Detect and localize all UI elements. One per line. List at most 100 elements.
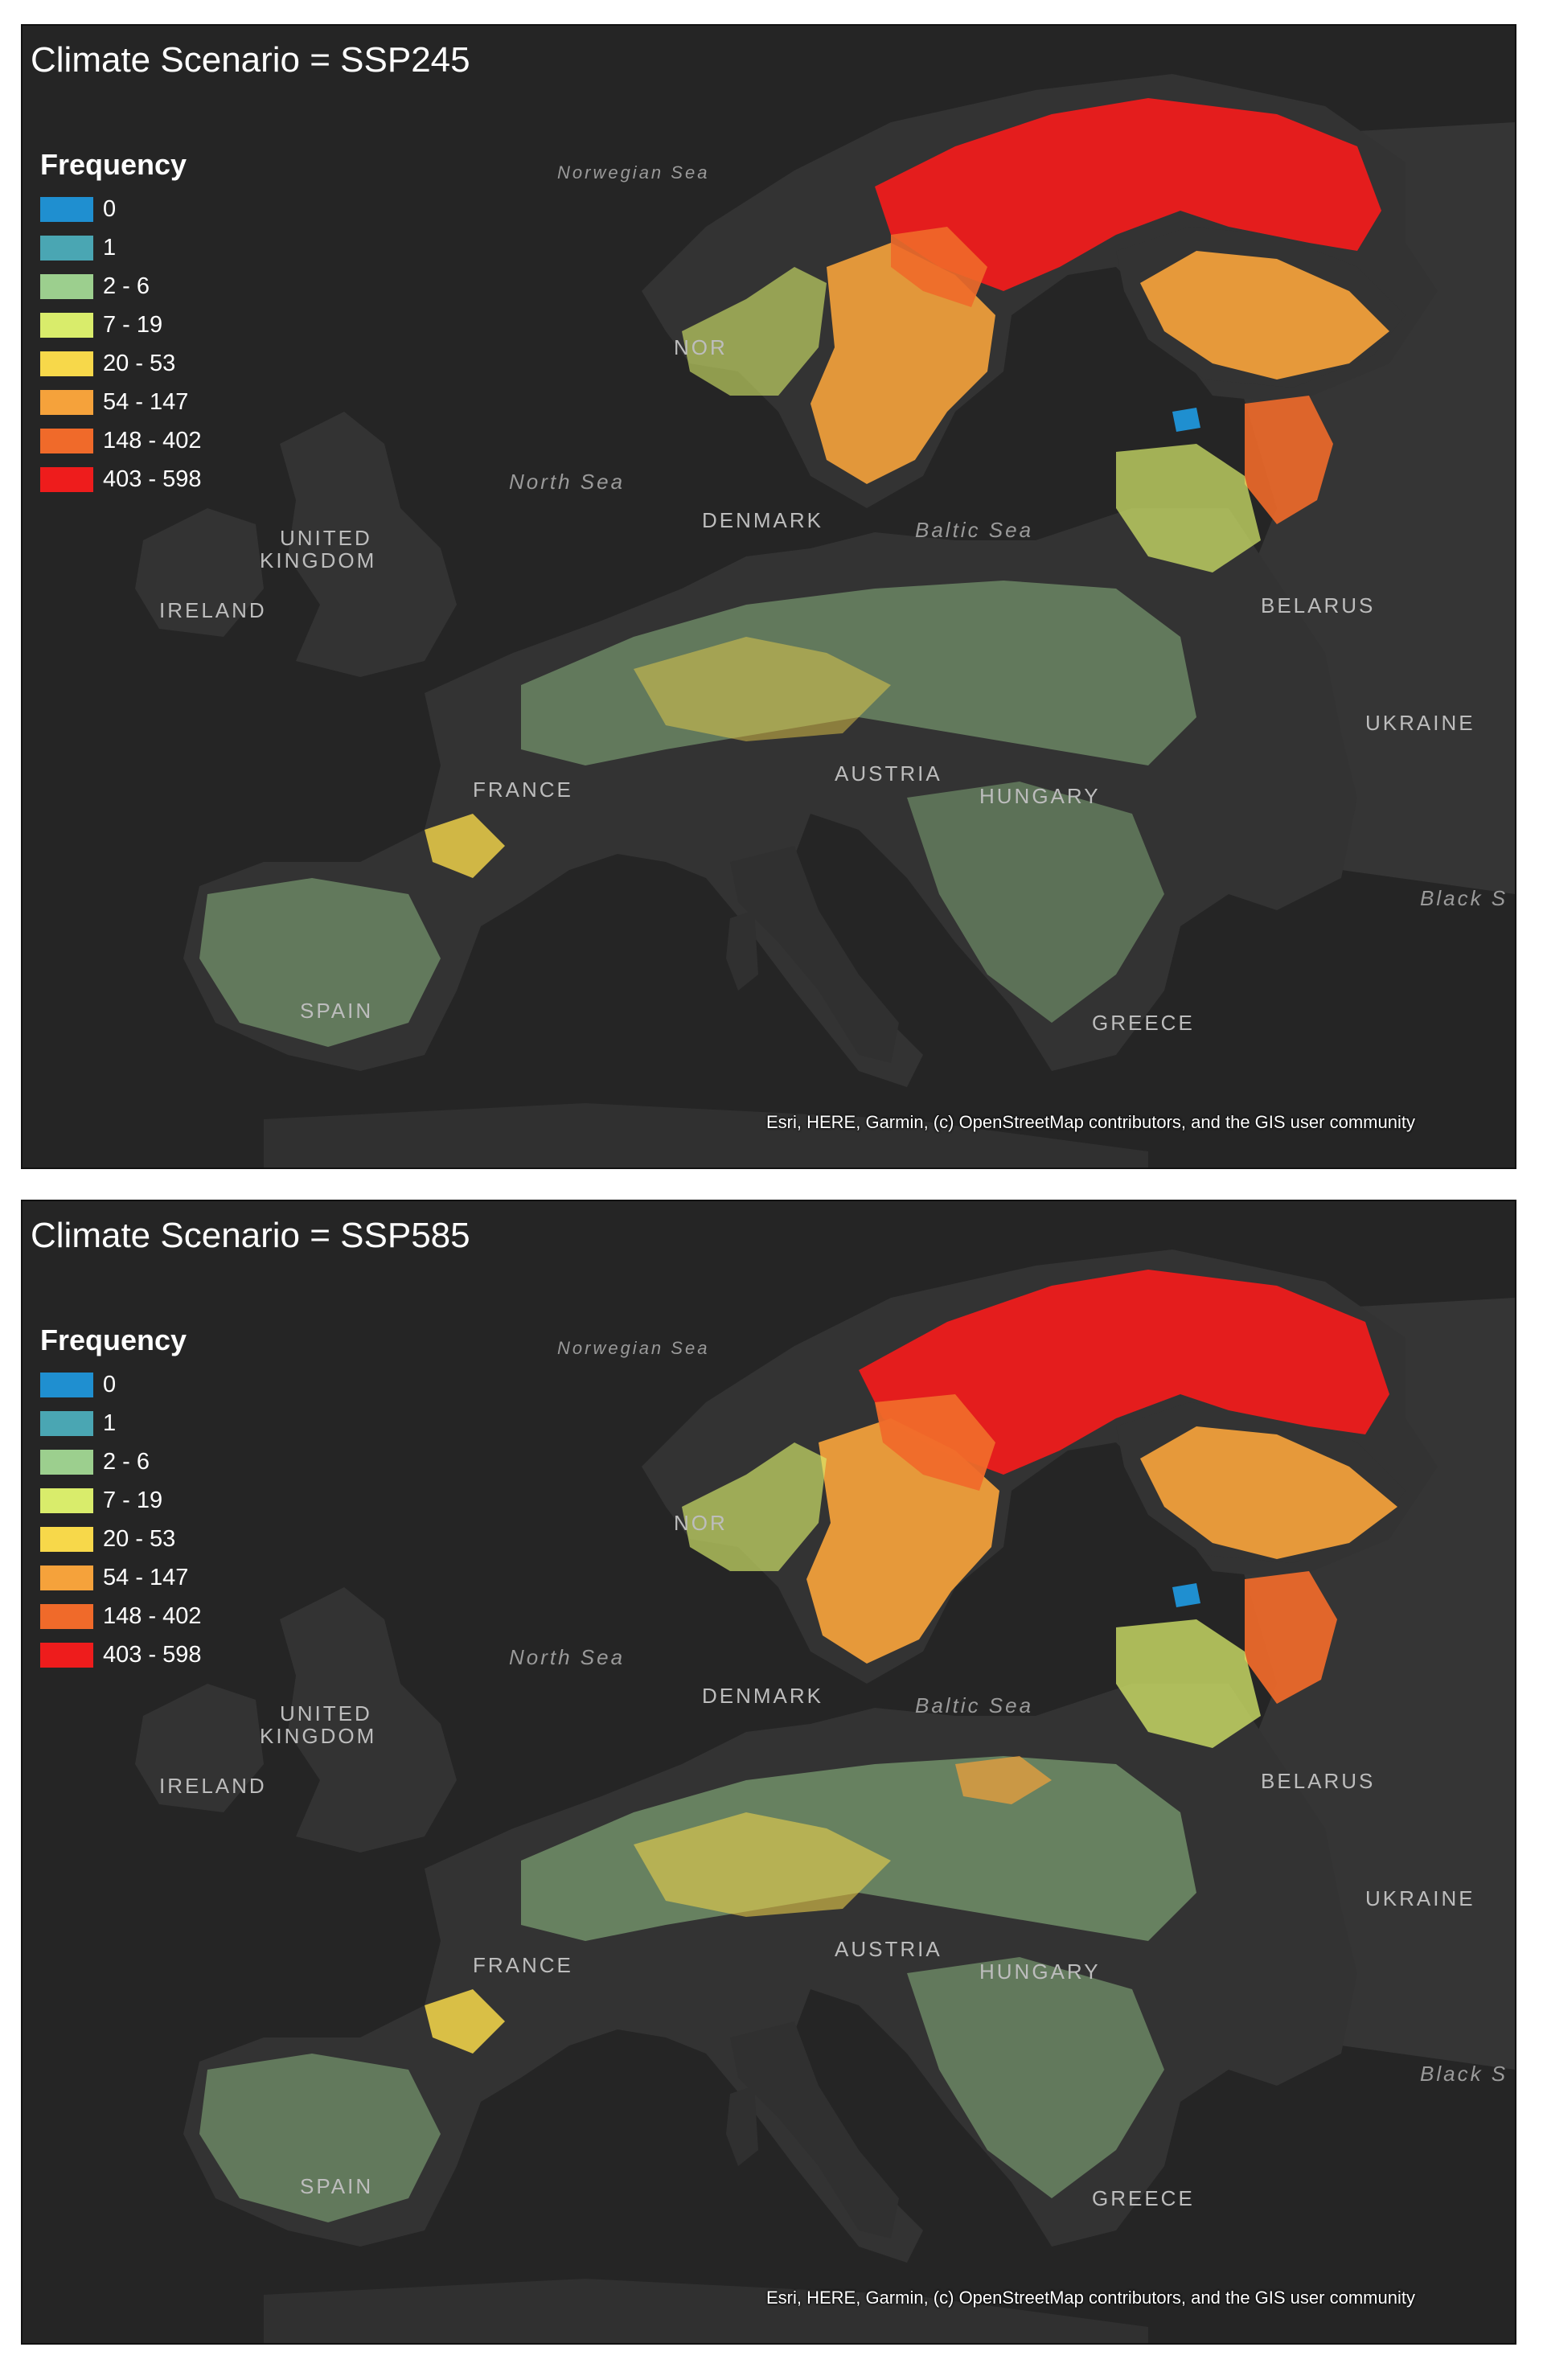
zone-balkans-mix <box>907 782 1164 1023</box>
zone-sweden-red <box>875 1394 995 1491</box>
zone-continent-mix <box>521 581 1196 765</box>
label-north-sea: North Sea <box>509 1645 626 1669</box>
land-britain <box>280 412 457 677</box>
zone-baltic-orange <box>1245 396 1333 524</box>
legend-item: 20 - 53 <box>40 1520 202 1558</box>
map-panel-ssp585: Climate Scenario = SSP585 Frequency 0 1 … <box>21 1200 1516 2345</box>
map-attribution: Esri, HERE, Garmin, (c) OpenStreetMap co… <box>766 2288 1415 2308</box>
label-hungary: HUNGARY <box>979 1959 1101 1984</box>
zone-iberia-mix <box>199 878 441 1047</box>
legend-swatch <box>40 389 93 415</box>
land-north-africa <box>264 2279 1148 2343</box>
legend-swatch <box>40 1526 93 1552</box>
legend-swatch <box>40 1449 93 1475</box>
map-panel-ssp245: Climate Scenario = SSP245 Frequency 0 1 … <box>21 24 1516 1169</box>
legend-item: 148 - 402 <box>40 1597 202 1635</box>
legend-label: 7 - 19 <box>103 311 163 338</box>
zone-germany-yellow <box>634 637 891 741</box>
zone-baltic-yellow <box>1116 444 1261 572</box>
map-title: Climate Scenario = SSP245 <box>31 40 470 80</box>
zone-finland-orange <box>1140 1426 1397 1559</box>
land-italy <box>730 2021 899 2238</box>
legend-item: 7 - 19 <box>40 306 202 344</box>
label-spain: SPAIN <box>300 2174 374 2198</box>
zone-sweden-orange <box>810 243 995 484</box>
legend-label: 20 - 53 <box>103 350 176 376</box>
label-united-kingdom-1: UNITED <box>280 526 372 550</box>
legend-title: Frequency <box>40 148 187 181</box>
legend-swatch <box>40 1565 93 1590</box>
label-greece: GREECE <box>1092 2186 1195 2210</box>
legend-label: 0 <box>103 195 117 222</box>
zone-iberia-mix <box>199 2054 441 2222</box>
zone-norway-yellow <box>682 1442 827 1571</box>
legend: Frequency 0 1 2 - 6 7 - 19 20 - 53 54 - … <box>40 148 202 499</box>
legend-swatch <box>40 428 93 453</box>
zone-france-yellow <box>425 814 505 878</box>
label-black-sea: Black S <box>1420 886 1508 910</box>
label-norwegian-sea: Norwegian Sea <box>557 1338 710 1358</box>
label-north-sea: North Sea <box>509 470 626 494</box>
europe-basemap <box>23 26 1515 1167</box>
label-norway: NOR <box>674 1511 728 1535</box>
legend-item: 403 - 598 <box>40 1635 202 1674</box>
legend-title: Frequency <box>40 1323 187 1356</box>
legend-label: 54 - 147 <box>103 388 189 415</box>
label-ukraine: UKRAINE <box>1365 711 1475 735</box>
legend-label: 1 <box>103 234 117 261</box>
label-baltic-sea: Baltic Sea <box>915 1693 1034 1717</box>
label-greece: GREECE <box>1092 1011 1195 1035</box>
legend-label: 1 <box>103 1410 117 1436</box>
zone-north-red <box>859 1270 1389 1475</box>
legend-label: 148 - 402 <box>103 1602 202 1629</box>
legend-label: 403 - 598 <box>103 1641 202 1668</box>
land-sardinia <box>726 2086 758 2166</box>
label-ukraine: UKRAINE <box>1365 1886 1475 1910</box>
map-title: Climate Scenario = SSP585 <box>31 1216 470 1255</box>
legend-label: 403 - 598 <box>103 466 202 492</box>
map-attribution: Esri, HERE, Garmin, (c) OpenStreetMap co… <box>766 1112 1415 1132</box>
legend-swatch <box>40 466 93 492</box>
legend-label: 2 - 6 <box>103 273 150 299</box>
legend-swatch <box>40 1603 93 1629</box>
label-belarus: BELARUS <box>1261 1769 1376 1793</box>
zone-balkans-mix <box>907 1957 1164 2198</box>
label-spain: SPAIN <box>300 999 374 1023</box>
legend-item: 20 - 53 <box>40 344 202 383</box>
legend-label: 2 - 6 <box>103 1448 150 1475</box>
land-italy <box>730 846 899 1063</box>
zone-finland-orange <box>1140 251 1389 380</box>
legend-swatch <box>40 273 93 299</box>
land-sardinia <box>726 910 758 991</box>
legend-swatch <box>40 1410 93 1436</box>
legend-label: 7 - 19 <box>103 1487 163 1513</box>
land-north-africa <box>264 1103 1148 1167</box>
zone-sweden-red <box>891 227 987 307</box>
label-black-sea: Black S <box>1420 2062 1508 2086</box>
label-united-kingdom-2: KINGDOM <box>260 548 377 572</box>
label-denmark: DENMARK <box>702 1684 824 1708</box>
frequency-layer <box>199 98 1389 1047</box>
label-united-kingdom-2: KINGDOM <box>260 1724 377 1748</box>
legend-item: 403 - 598 <box>40 460 202 499</box>
label-ireland: IRELAND <box>159 1774 267 1798</box>
legend-item: 1 <box>40 1404 202 1442</box>
legend-swatch <box>40 1372 93 1397</box>
legend-swatch <box>40 196 93 222</box>
land-ireland <box>135 508 264 637</box>
legend-item: 54 - 147 <box>40 1558 202 1597</box>
legend-item: 2 - 6 <box>40 267 202 306</box>
zone-germany-yellow <box>634 1812 891 1917</box>
label-france: FRANCE <box>473 1953 573 1977</box>
label-austria: AUSTRIA <box>835 1937 942 1961</box>
zone-poland-orange <box>955 1756 1052 1804</box>
zone-north-red <box>875 98 1381 291</box>
label-ireland: IRELAND <box>159 598 267 622</box>
zone-lake-blue <box>1172 1583 1200 1607</box>
zone-baltic-yellow <box>1116 1619 1261 1748</box>
legend-label: 20 - 53 <box>103 1525 176 1552</box>
label-austria: AUSTRIA <box>835 761 942 786</box>
legend: Frequency 0 1 2 - 6 7 - 19 20 - 53 54 - … <box>40 1323 202 1674</box>
label-denmark: DENMARK <box>702 508 824 532</box>
europe-basemap <box>23 1201 1515 2343</box>
